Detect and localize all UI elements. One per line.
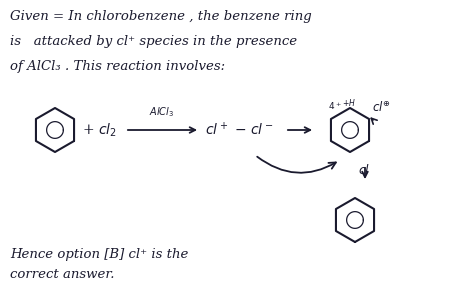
Text: $cl^{\oplus}$: $cl^{\oplus}$ [372, 101, 391, 115]
Text: of AlCl₃ . This reaction involves:: of AlCl₃ . This reaction involves: [10, 60, 225, 73]
Text: $AlCl_3$: $AlCl_3$ [149, 105, 174, 119]
Text: $cl$: $cl$ [358, 163, 370, 177]
Text: is   attacked by cl⁺ species in the presence: is attacked by cl⁺ species in the presen… [10, 35, 297, 48]
Text: + $cl_2$: + $cl_2$ [82, 121, 117, 139]
Text: $cl^+$ $-$ $cl^-$: $cl^+$ $-$ $cl^-$ [205, 121, 274, 139]
Text: Hence option [B] cl⁺ is the: Hence option [B] cl⁺ is the [10, 248, 188, 261]
FancyArrowPatch shape [257, 157, 336, 173]
Text: correct answer.: correct answer. [10, 268, 115, 281]
Text: $4^+$: $4^+$ [328, 100, 342, 112]
Text: $+H$: $+H$ [342, 97, 356, 108]
Text: Given = In chlorobenzene , the benzene ring: Given = In chlorobenzene , the benzene r… [10, 10, 312, 23]
